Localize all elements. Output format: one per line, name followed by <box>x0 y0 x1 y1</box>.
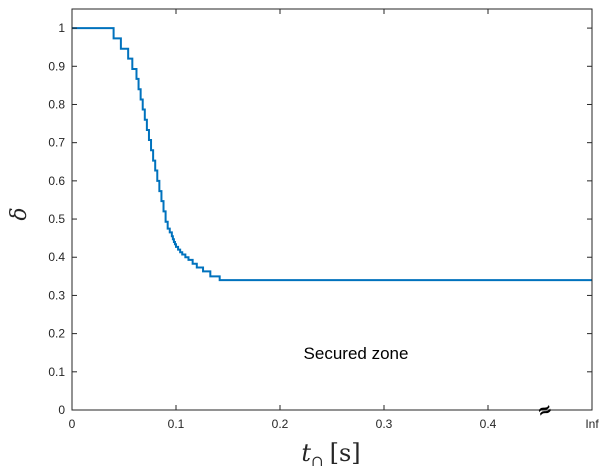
axis-break-marker: ≈ <box>534 398 555 423</box>
y-tick-label: 0.2 <box>48 327 65 341</box>
y-tick-label: 1 <box>58 21 65 35</box>
x-tick-label: 0.2 <box>272 417 289 431</box>
y-tick-label: 0 <box>58 403 65 417</box>
x-axis-title-subscript: ∩ <box>311 452 324 470</box>
axes-box <box>71 8 593 411</box>
x-axis-title: t∩ [s] <box>301 439 360 470</box>
x-tick-label: 0.4 <box>480 417 497 431</box>
x-tick-label: 0 <box>69 417 76 431</box>
y-tick-label: 0.6 <box>48 174 65 188</box>
y-tick-label: 0.5 <box>48 212 65 226</box>
y-tick-label: 0.3 <box>48 288 65 302</box>
y-tick-label: 0.4 <box>48 250 65 264</box>
y-tick-label: 0.8 <box>48 97 65 111</box>
y-tick-label: 0.9 <box>48 59 65 73</box>
axes-layer <box>71 8 593 411</box>
x-tick-label: 0.1 <box>168 417 185 431</box>
x-axis-title-main: t <box>301 439 311 467</box>
y-axis-title: δ <box>7 207 32 220</box>
plot-layer <box>72 27 592 282</box>
series-line-0 <box>72 27 592 282</box>
y-tick-label: 0.7 <box>48 136 65 150</box>
secured-zone-label: Secured zone <box>304 344 409 363</box>
x-tick-label: Inf <box>585 417 599 431</box>
y-tick-label: 0.1 <box>48 365 65 379</box>
labels-layer: 0 0.1 0.2 0.3 0.4 Inf 0 0.1 0.2 0.3 0.4 0.5 0.6 0.7 0.… <box>48 21 599 431</box>
x-tick-label: 0.3 <box>376 417 393 431</box>
x-axis-title-unit: [s] <box>330 439 361 467</box>
